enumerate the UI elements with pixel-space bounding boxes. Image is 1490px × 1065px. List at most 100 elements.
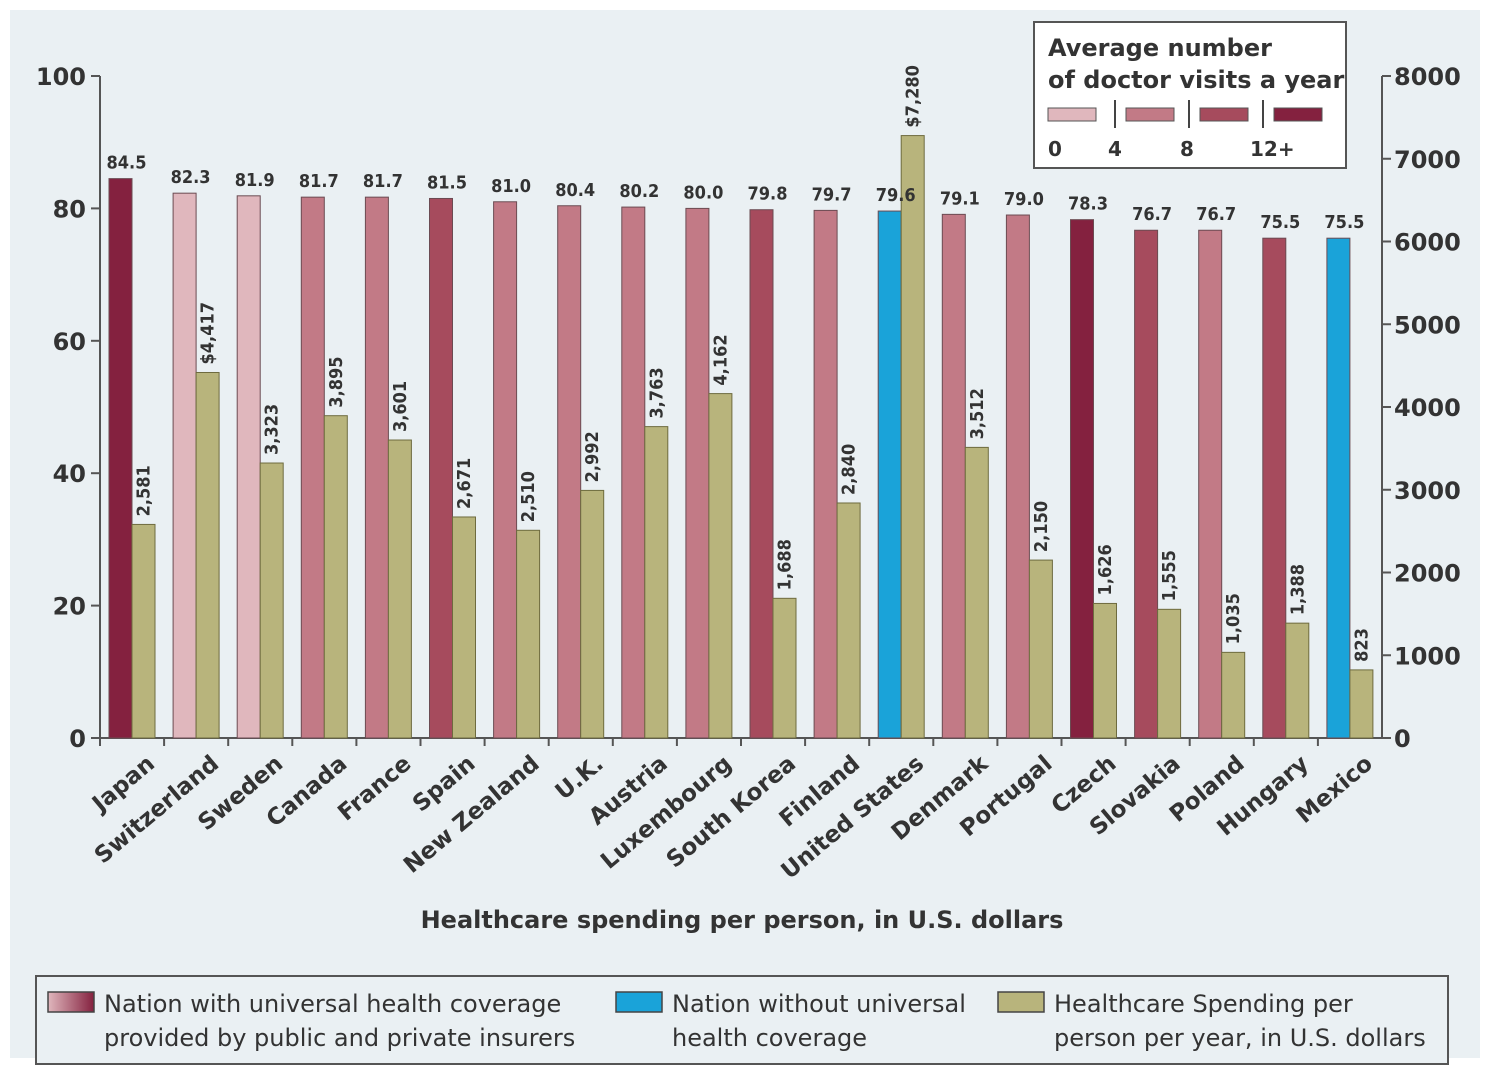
spending-bar bbox=[259, 462, 284, 739]
life-bar bbox=[1134, 229, 1159, 739]
spending-value-label: 2,510 bbox=[518, 471, 539, 522]
legend-label-universal-line2: provided by public and private insurers bbox=[104, 1024, 575, 1052]
life-bar bbox=[429, 197, 453, 739]
visits-swatch bbox=[1125, 107, 1175, 122]
left-tick-label: 20 bbox=[53, 593, 86, 621]
life-bar bbox=[749, 209, 774, 739]
life-value-label: 75.5 bbox=[1260, 212, 1300, 233]
life-value-label: 79.6 bbox=[876, 185, 916, 206]
life-value-label: 76.7 bbox=[1196, 204, 1236, 225]
life-bar bbox=[813, 209, 838, 739]
right-tick-label: 4000 bbox=[1394, 394, 1461, 422]
category-label: France bbox=[333, 751, 416, 827]
life-value-label: 76.7 bbox=[1132, 204, 1172, 225]
spending-bar bbox=[580, 489, 605, 739]
right-tick-label: 3000 bbox=[1394, 477, 1461, 505]
spending-value-label: 2,150 bbox=[1031, 501, 1052, 552]
spending-value-label: 2,992 bbox=[582, 431, 603, 482]
life-bar bbox=[1198, 229, 1223, 739]
visits-tick-label: 4 bbox=[1108, 137, 1122, 161]
life-value-label: 80.4 bbox=[555, 180, 595, 201]
life-value-label: 84.5 bbox=[107, 153, 147, 174]
spending-value-label: 3,895 bbox=[326, 356, 347, 407]
spending-value-label: 1,688 bbox=[775, 539, 796, 590]
spending-value-label: 3,601 bbox=[390, 381, 411, 432]
legend-label-spending-line2: person per year, in U.S. dollars bbox=[1054, 1024, 1426, 1052]
left-tick-label: 80 bbox=[53, 195, 86, 223]
life-value-label: 79.7 bbox=[812, 184, 852, 205]
life-bar bbox=[941, 213, 966, 739]
spending-value-label: 3,323 bbox=[262, 404, 283, 455]
category-labels: JapanSwitzerlandSwedenCanadaFranceSpainN… bbox=[86, 750, 1378, 884]
visits-tick-label: 8 bbox=[1180, 137, 1194, 161]
visits-tick-label: 12+ bbox=[1250, 137, 1295, 161]
life-bar bbox=[1070, 219, 1094, 739]
visits-legend: Average number of doctor visits a year 0… bbox=[1033, 21, 1347, 169]
life-bar bbox=[685, 207, 710, 739]
right-tick-label: 6000 bbox=[1394, 229, 1461, 257]
life-value-label: 80.2 bbox=[619, 181, 659, 202]
spending-bar bbox=[387, 439, 412, 739]
left-tick-label: 0 bbox=[69, 725, 86, 753]
spending-bar bbox=[1285, 622, 1310, 739]
life-bar bbox=[1005, 214, 1030, 739]
life-value-label: 81.7 bbox=[299, 171, 339, 192]
life-bar bbox=[236, 195, 261, 739]
life-bar bbox=[1326, 237, 1351, 739]
right-tick-label: 5000 bbox=[1394, 311, 1461, 339]
spending-value-label: 2,671 bbox=[454, 458, 475, 509]
legend-swatch-universal bbox=[47, 991, 95, 1013]
life-bar bbox=[172, 192, 197, 739]
spending-bar bbox=[516, 529, 541, 739]
spending-value-label: 1,626 bbox=[1095, 544, 1116, 595]
spending-bar bbox=[452, 516, 476, 739]
life-value-label: 81.5 bbox=[427, 172, 467, 193]
spending-value-label: 1,388 bbox=[1287, 564, 1308, 615]
value-labels: 84.5 2,581 82.3 $4,417 81.9 3,323 81.7 3,895 81.… bbox=[107, 65, 1373, 662]
spending-bar bbox=[1221, 651, 1246, 739]
life-value-label: 79.0 bbox=[1004, 189, 1044, 210]
spending-bar bbox=[900, 135, 925, 739]
legend-label-spending-line1: Healthcare Spending per bbox=[1054, 990, 1353, 1018]
spending-bar bbox=[836, 502, 861, 739]
spending-bar bbox=[195, 371, 220, 739]
spending-bar bbox=[772, 597, 797, 739]
life-bar bbox=[557, 205, 582, 739]
legend-swatch-spending bbox=[997, 991, 1045, 1013]
spending-bar bbox=[1349, 669, 1374, 739]
spending-value-label: 1,035 bbox=[1223, 593, 1244, 644]
bottom-legend: Nation with universal health coverage pro… bbox=[35, 975, 1449, 1065]
life-value-label: 79.1 bbox=[940, 188, 980, 209]
life-bar bbox=[108, 178, 133, 739]
life-bar bbox=[1262, 237, 1287, 739]
left-tick-label: 40 bbox=[53, 460, 86, 488]
right-tick-label: 2000 bbox=[1394, 560, 1461, 588]
spending-value-label: 2,581 bbox=[134, 465, 155, 516]
spending-bar bbox=[1093, 602, 1117, 739]
right-tick-label: 0 bbox=[1394, 725, 1411, 753]
visits-legend-title-line1: Average number bbox=[1048, 34, 1272, 62]
visits-tick-label: 0 bbox=[1048, 137, 1062, 161]
life-value-label: 75.5 bbox=[1324, 212, 1364, 233]
spending-value-label: 3,512 bbox=[967, 388, 988, 439]
right-tick-label: 7000 bbox=[1394, 146, 1461, 174]
life-value-label: 81.9 bbox=[235, 170, 275, 191]
life-value-label: 81.7 bbox=[363, 171, 403, 192]
life-value-label: 82.3 bbox=[171, 167, 211, 188]
life-value-label: 78.3 bbox=[1068, 194, 1108, 215]
life-bar bbox=[877, 210, 902, 739]
legend-label-none-line2: health coverage bbox=[672, 1024, 867, 1052]
visits-scale: 0 4 8 12+ bbox=[1047, 100, 1323, 161]
life-bar bbox=[493, 201, 518, 739]
spending-bar bbox=[323, 415, 348, 739]
right-tick-label: 1000 bbox=[1394, 642, 1461, 670]
visits-swatch bbox=[1047, 107, 1097, 122]
life-bar bbox=[300, 196, 325, 739]
life-value-label: 81.0 bbox=[491, 176, 531, 197]
left-tick-label: 100 bbox=[36, 63, 86, 91]
legend-swatch-none bbox=[615, 991, 663, 1013]
spending-bar bbox=[964, 446, 989, 739]
visits-legend-title-line2: of doctor visits a year bbox=[1048, 66, 1344, 94]
spending-value-label: 1,555 bbox=[1159, 550, 1180, 601]
